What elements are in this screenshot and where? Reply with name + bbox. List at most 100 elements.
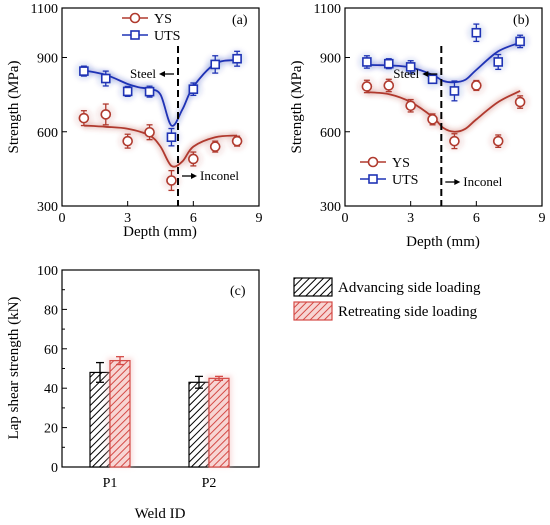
legend-label: YS xyxy=(392,156,410,171)
data-point-circle xyxy=(361,81,373,92)
inconel-label: Inconel xyxy=(200,168,239,183)
y-tick-label: 1100 xyxy=(31,2,58,17)
data-point-square xyxy=(362,57,372,67)
data-point-circle xyxy=(122,135,133,147)
legend-label: Retreating side loading xyxy=(338,304,478,320)
data-point-square xyxy=(100,73,111,84)
panel-b: 300 600 900 1100 0 3 6 9 Steel Inconel YS UTS (b) D… xyxy=(289,2,546,250)
panel-b-label: (b) xyxy=(513,13,530,28)
panel-c-marks: 0 20 40 60 80 100 P1 P2 xyxy=(37,264,232,491)
y-tick-label: 20 xyxy=(44,422,58,437)
panel-c-xlabel: Weld ID xyxy=(135,506,186,522)
legend-swatch xyxy=(293,277,333,297)
data-point-circle xyxy=(209,141,221,152)
data-point-square xyxy=(493,57,504,67)
data-point-circle xyxy=(231,135,243,147)
inconel-arrow-head xyxy=(191,173,198,179)
data-point-square xyxy=(210,59,221,70)
legend-label: UTS xyxy=(154,29,180,44)
legend-label: Advancing side loading xyxy=(338,280,481,296)
data-point-circle xyxy=(166,175,177,186)
panel-c-legend: Advancing side loading Retreating side lo… xyxy=(293,277,481,321)
data-point-square xyxy=(144,86,155,97)
data-point-square xyxy=(166,132,177,142)
x-tick-label: P1 xyxy=(103,476,118,491)
legend-label: UTS xyxy=(392,173,418,188)
panel-c: 0 20 40 60 80 100 P1 P2 (c) Weld ID Lap shear s… xyxy=(6,264,481,522)
y-tick-label: 900 xyxy=(37,52,58,67)
panel-a-ylabel: Strength (MPa) xyxy=(6,61,22,154)
x-tick-label: 9 xyxy=(539,211,546,226)
data-point-circle xyxy=(514,96,526,108)
series-fit-line xyxy=(83,124,238,168)
x-tick-label: 0 xyxy=(342,211,349,226)
data-point-circle xyxy=(427,114,438,125)
legend-swatch xyxy=(293,301,333,321)
y-tick-label: 900 xyxy=(320,52,341,67)
steel-label: Steel xyxy=(393,66,419,81)
x-tick-label: 9 xyxy=(256,211,263,226)
series-fit-line xyxy=(366,41,521,84)
panel-b-frame xyxy=(344,7,543,207)
legend-label: YS xyxy=(154,12,172,27)
data-point-square xyxy=(232,53,242,64)
y-tick-label: 100 xyxy=(37,264,58,279)
data-point-square xyxy=(188,84,199,94)
data-point-square xyxy=(122,86,133,97)
data-point-square xyxy=(405,62,416,72)
legend-marker xyxy=(130,30,140,40)
panel-a: 300 600 900 1100 0 3 6 9 Steel Inconel YS UTS (a) D… xyxy=(6,2,263,240)
y-tick-label: 0 xyxy=(51,461,58,476)
data-point-circle xyxy=(492,135,504,147)
panel-b-ylabel: Strength (MPa) xyxy=(289,61,305,154)
panel-c-ylabel: Lap shear strength (kN) xyxy=(6,297,22,440)
y-tick-label: 1100 xyxy=(314,2,341,17)
data-point-square xyxy=(427,74,438,85)
x-tick-label: 6 xyxy=(190,211,197,226)
legend-marker xyxy=(367,156,379,168)
panel-a-marks: 300 600 900 1100 0 3 6 9 Steel Inconel YS UTS xyxy=(31,2,263,226)
x-tick-label: P2 xyxy=(202,476,217,491)
y-tick-label: 300 xyxy=(320,200,341,215)
series-fit-line xyxy=(83,59,238,127)
x-tick-label: 6 xyxy=(473,211,480,226)
panel-a-label: (a) xyxy=(232,13,248,28)
x-tick-label: 0 xyxy=(59,211,66,226)
panel-a-frame xyxy=(61,7,260,207)
series-fit-halo xyxy=(366,88,522,135)
steel-label: Steel xyxy=(130,66,156,81)
x-tick-label: 3 xyxy=(124,211,131,226)
data-point-circle xyxy=(471,80,482,91)
data-point-square xyxy=(515,36,525,47)
y-tick-label: 600 xyxy=(37,126,58,141)
data-point-circle xyxy=(78,112,90,124)
panel-b-marks: 300 600 900 1100 0 3 6 9 Steel Inconel YS UTS xyxy=(314,2,546,226)
panel-a-xlabel: Depth (mm) xyxy=(123,224,197,240)
data-point-square xyxy=(449,86,460,96)
panel-b-xlabel: Depth (mm) xyxy=(406,234,480,250)
bar xyxy=(208,377,230,468)
y-tick-label: 600 xyxy=(320,126,341,141)
y-tick-label: 80 xyxy=(44,303,58,318)
data-point-square xyxy=(471,27,482,38)
data-point-circle xyxy=(100,109,112,120)
y-tick-label: 300 xyxy=(37,200,58,215)
y-tick-label: 40 xyxy=(44,382,58,397)
data-point-circle xyxy=(383,80,395,91)
data-point-square xyxy=(383,58,394,69)
inconel-label: Inconel xyxy=(463,174,502,189)
steel-arrow-head xyxy=(159,71,166,77)
x-tick-label: 3 xyxy=(407,211,414,226)
data-point-circle xyxy=(144,126,155,138)
panel-c-label: (c) xyxy=(230,284,246,299)
steel-arrow-head xyxy=(422,71,429,77)
data-point-circle xyxy=(405,100,416,112)
series-fit-line xyxy=(366,90,521,133)
data-point-square xyxy=(79,66,89,76)
data-point-circle xyxy=(188,153,199,165)
data-point-circle xyxy=(449,135,460,147)
legend-marker xyxy=(129,12,141,24)
bar xyxy=(109,360,131,468)
legend-marker xyxy=(368,174,378,184)
